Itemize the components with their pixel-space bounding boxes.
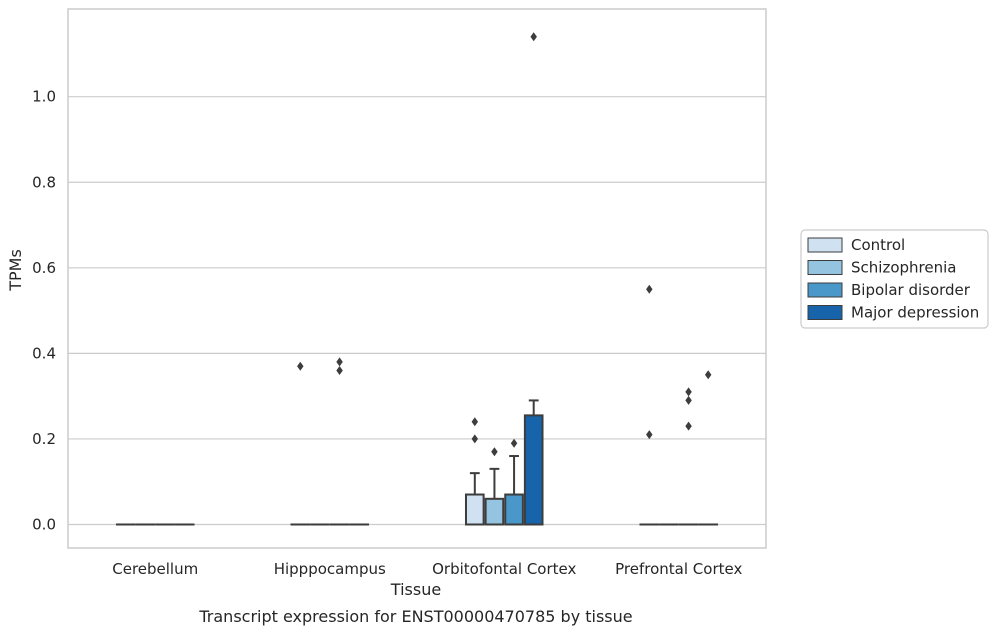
outlier-point	[336, 365, 343, 375]
outlier-point	[685, 421, 692, 431]
box-body	[464, 493, 485, 526]
legend-label: Control	[851, 236, 905, 254]
legend-label: Bipolar disorder	[851, 281, 971, 299]
legend-swatch	[807, 237, 843, 253]
x-tick-label: Hipppocampus	[274, 560, 386, 578]
outlier-point	[530, 32, 537, 42]
outlier-point	[297, 361, 304, 371]
outlier-point	[704, 370, 712, 380]
legend-frame	[800, 229, 989, 329]
outlier-point	[471, 417, 479, 427]
legend: Control Schizophrenia Bipolar disorder Majo…	[800, 229, 989, 329]
outlier-point	[646, 430, 653, 440]
legend-swatch	[807, 305, 843, 320]
y-tick-label: 0.2	[32, 430, 56, 448]
x-axis: Cerebellum Hipppocampus Orbitofontal Corte…	[112, 560, 742, 578]
y-tick-label: 0.8	[32, 173, 56, 191]
box-control	[464, 417, 485, 526]
legend-label: Major depression	[851, 304, 979, 322]
box-schizophrenia	[484, 447, 505, 526]
y-tick-label: 0.6	[32, 259, 56, 277]
grid-lines	[68, 96, 766, 526]
box-control	[639, 284, 660, 526]
box-major-depression	[698, 370, 719, 526]
box-body	[484, 497, 505, 526]
outlier-point	[471, 434, 479, 444]
y-tick-label: 0.0	[32, 515, 56, 533]
legend-swatch	[807, 282, 843, 298]
y-axis-label: TPMs	[6, 249, 25, 292]
plot-area	[115, 32, 719, 526]
x-tick-label: Cerebellum	[112, 560, 198, 578]
box-bipolar-disorder	[678, 387, 699, 526]
y-axis: 0.0 0.2 0.4 0.6 0.8 1.0	[32, 88, 56, 534]
x-tick-label: Orbitofontal Cortex	[432, 560, 576, 578]
chart-caption: Transcript expression for ENST0000047078…	[198, 607, 632, 626]
x-axis-label: Tissue	[390, 580, 441, 599]
y-tick-label: 0.4	[32, 344, 56, 362]
box-body	[504, 493, 524, 526]
legend-label: Schizophrenia	[851, 259, 956, 277]
outlier-point	[685, 387, 692, 397]
outlier-point	[491, 447, 498, 457]
outlier-point	[336, 357, 343, 367]
outlier-point	[685, 395, 692, 405]
box-bipolar-disorder	[504, 438, 524, 526]
box-bipolar-disorder	[329, 357, 350, 526]
x-tick-label: Prefrontal Cortex	[615, 560, 742, 578]
outlier-point	[646, 284, 653, 294]
outlier-point	[510, 438, 518, 448]
box-control	[290, 361, 311, 526]
plot-frame	[67, 8, 767, 549]
y-tick-label: 1.0	[32, 88, 56, 106]
legend-swatch	[807, 260, 843, 275]
box-major-depression	[523, 32, 544, 526]
box-body	[523, 414, 544, 526]
